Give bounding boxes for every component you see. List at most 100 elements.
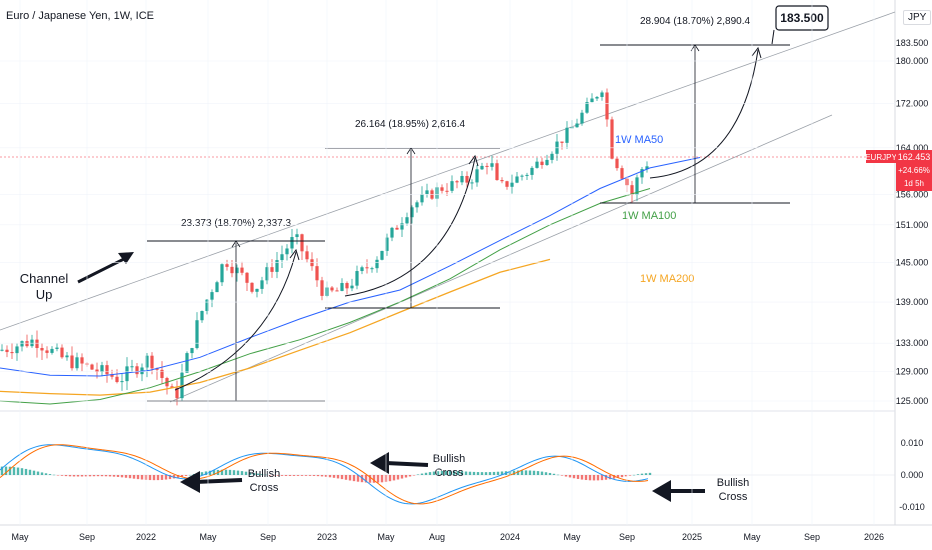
macd-histogram-bar: [624, 475, 628, 477]
time-tick-label: 2025: [682, 532, 702, 542]
candle-body: [505, 181, 509, 187]
candle-body: [535, 161, 539, 168]
macd-histogram-bar: [20, 468, 24, 475]
macd-histogram-bar: [300, 475, 304, 476]
macd-histogram-bar: [396, 475, 400, 480]
macd-histogram-bar: [456, 471, 460, 475]
macd-histogram-bar: [412, 475, 416, 476]
macd-histogram-bar: [212, 470, 216, 475]
macd-histogram-bar: [24, 468, 28, 475]
macd-histogram-bar: [244, 471, 248, 475]
macd-tick-label: 0.010: [901, 438, 924, 448]
candle-body: [595, 96, 599, 99]
measure-3-label: 28.904 (18.70%) 2,890.4: [640, 16, 751, 27]
time-axis[interactable]: May Sep 2022 May Sep 2023 May Aug 2024 May Sep 2025…: [11, 0, 884, 542]
candle-body: [80, 357, 84, 364]
time-tick-label: Sep: [260, 532, 276, 542]
bullish-cross-2: Bullish Cross: [370, 452, 465, 479]
macd-tick-label: -0.010: [899, 502, 925, 512]
currency-button[interactable]: JPY: [903, 10, 932, 25]
macd-histogram-bar: [132, 475, 136, 479]
macd-histogram-bar: [464, 471, 468, 475]
macd-histogram-bar: [64, 475, 68, 477]
candle-body: [455, 181, 459, 183]
macd-histogram-bar: [28, 469, 32, 475]
macd-histogram-bar: [164, 475, 168, 480]
candle-body: [350, 285, 354, 289]
candle-body: [370, 268, 374, 270]
macd-histogram-bar: [48, 474, 52, 475]
candle-body: [400, 223, 404, 230]
macd-histogram-bar: [252, 472, 256, 475]
curve-3: [649, 49, 759, 179]
candle-body: [480, 165, 484, 170]
candle-body: [560, 141, 564, 143]
candle-body: [630, 185, 634, 195]
candle-body: [490, 163, 494, 167]
candle-body: [460, 175, 464, 183]
macd-histogram-bar: [160, 475, 164, 480]
candle-body: [40, 348, 44, 351]
time-tick-label: Sep: [79, 532, 95, 542]
macd-histogram-bar: [596, 475, 600, 481]
candle-body: [20, 341, 24, 347]
macd-histogram-bar: [308, 475, 312, 476]
macd-histogram-bar: [524, 470, 528, 475]
price-tick-label: 164.000: [896, 143, 929, 153]
macd-histogram-bar: [568, 475, 572, 478]
macd-histogram-bar: [328, 475, 332, 478]
macd-histogram-bar: [116, 475, 120, 477]
target-value: 183.500: [780, 11, 824, 25]
time-tick-label: 2024: [500, 532, 520, 542]
macd-histogram-bar: [644, 473, 648, 475]
price-tick-label: 125.000: [896, 396, 929, 406]
candle-body: [240, 267, 244, 273]
candle-body: [515, 176, 519, 183]
price-tag: EURJPY 162.453 +24.66% 1d 5h: [865, 150, 932, 191]
macd-histogram-bar: [224, 469, 228, 475]
ma100-label: 1W MA100: [622, 210, 676, 222]
price-axis[interactable]: 183.500 180.000 172.000 164.000 156.000 151.0…: [0, 38, 928, 406]
macd-histogram-bar: [588, 475, 592, 481]
candle-body: [445, 190, 449, 192]
macd-histogram-bar: [516, 470, 520, 475]
candle-body: [235, 267, 239, 274]
macd-histogram-bar: [532, 470, 536, 475]
candle-body: [100, 365, 104, 372]
candle-body: [0, 349, 4, 351]
candle-body: [485, 165, 489, 167]
macd-histogram-bar: [368, 475, 372, 483]
projection-curves: [174, 46, 762, 391]
symbol-tag: [866, 150, 896, 163]
measure-1: 23.373 (18.70%) 2,337.3: [147, 218, 325, 402]
macd-histogram-bar: [392, 475, 396, 481]
macd-histogram-bar: [576, 475, 580, 479]
channel-lower-line: [169, 114, 833, 403]
candle-body: [195, 320, 199, 349]
macd-histogram-bar: [428, 472, 432, 475]
candle-body: [305, 251, 309, 260]
bar-countdown: 1d 5h: [904, 179, 924, 188]
price-tick-label: 139.000: [896, 297, 929, 307]
macd-histogram-bar: [128, 475, 132, 479]
macd-histogram-bar: [640, 473, 644, 475]
candle-body: [295, 234, 299, 238]
candle-body: [640, 169, 644, 178]
candle-body: [530, 167, 534, 175]
macd-histogram-bar: [104, 475, 108, 477]
bullish-cross-3: Bullish Cross: [652, 477, 749, 503]
candle-body: [335, 290, 339, 292]
candle-body: [615, 158, 619, 169]
macd-histogram-bar: [380, 475, 384, 483]
bullish-cross-1: Bullish Cross: [180, 468, 280, 494]
macd-histogram-bar: [136, 475, 140, 480]
channel-up-annotation: Channel Up: [20, 252, 134, 302]
candle-body: [35, 339, 39, 349]
macd-histogram-bar: [584, 475, 588, 481]
candle-body: [55, 347, 59, 349]
measure-1-label: 23.373 (18.70%) 2,337.3: [181, 218, 292, 229]
macd-histogram-bar: [332, 475, 336, 478]
macd-histogram-bar: [352, 475, 356, 482]
candle-body: [425, 190, 429, 195]
macd-histogram-bar: [200, 472, 204, 475]
